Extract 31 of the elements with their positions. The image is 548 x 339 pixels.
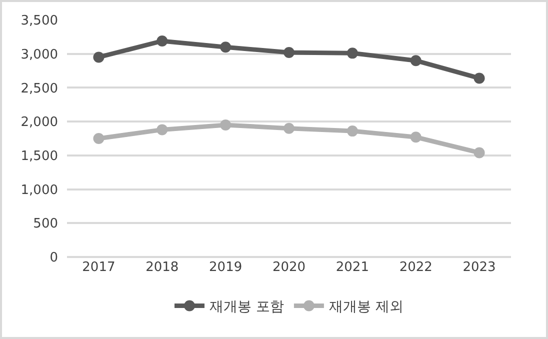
x-tick-label: 2021 bbox=[336, 260, 369, 275]
point bbox=[474, 72, 485, 84]
point bbox=[284, 47, 294, 58]
y-tick-label: 1,500 bbox=[20, 148, 58, 164]
x-tick-label: 2023 bbox=[462, 260, 496, 275]
x-tick-label: 2017 bbox=[82, 260, 116, 275]
y-tick-label: 1,000 bbox=[20, 182, 58, 198]
legend-label: 재개봉 포함 bbox=[210, 299, 284, 316]
point bbox=[474, 147, 485, 158]
point bbox=[346, 126, 358, 137]
point bbox=[220, 42, 232, 53]
point bbox=[410, 55, 422, 66]
x-tick-label: 2019 bbox=[209, 260, 242, 275]
y-tick-label: 2,000 bbox=[20, 115, 58, 130]
y-tick-label: 500 bbox=[33, 216, 58, 232]
point bbox=[220, 119, 232, 130]
point bbox=[93, 133, 104, 144]
point bbox=[93, 52, 104, 63]
y-tick-label: 3,500 bbox=[20, 14, 58, 29]
y-tick-label: 0 bbox=[50, 250, 58, 266]
x-tick-label: 2018 bbox=[146, 260, 179, 275]
x-tick-label: 2022 bbox=[399, 260, 432, 275]
y-tick-label: 2,500 bbox=[20, 81, 58, 96]
point bbox=[156, 124, 168, 136]
point bbox=[346, 48, 358, 59]
point bbox=[156, 35, 168, 46]
point bbox=[410, 132, 422, 143]
point bbox=[284, 122, 294, 134]
x-tick-label: 2020 bbox=[272, 260, 306, 275]
legend-label: 재개봉 제외 bbox=[328, 299, 404, 316]
y-tick-label: 3,000 bbox=[20, 47, 58, 62]
